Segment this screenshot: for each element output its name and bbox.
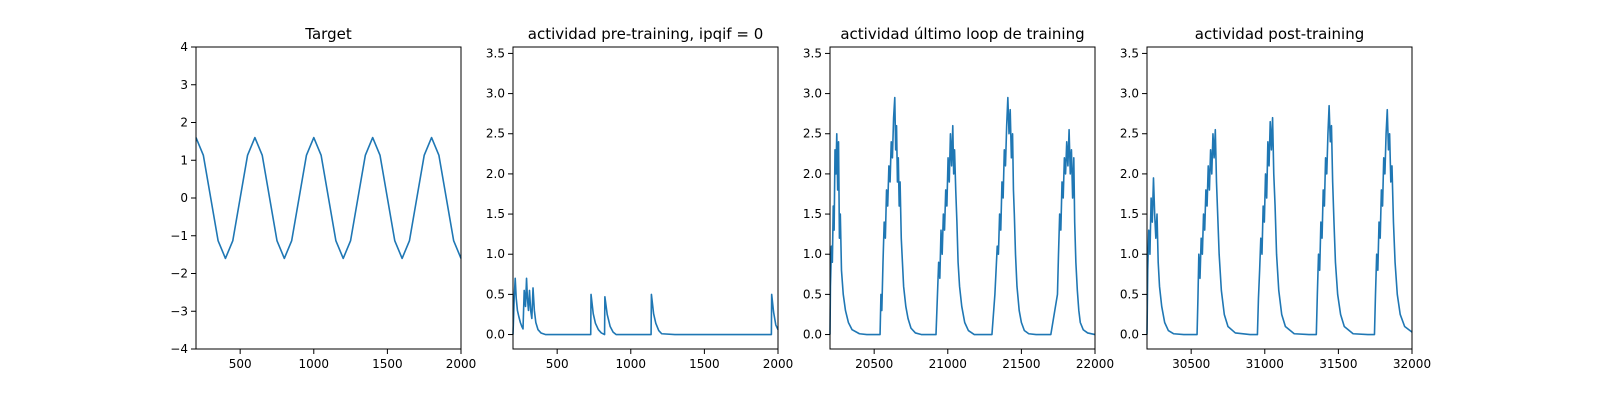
y-tick-label: −3 [170,304,188,318]
x-tick-label: 500 [546,357,569,371]
axes-frame [1146,46,1413,350]
y-tick-label: 2.5 [486,127,505,141]
y-tick-label: 1.5 [486,207,505,221]
x-tick-label: 1000 [299,357,330,371]
x-tick-label: 2000 [763,357,794,371]
y-tick-label: 3.0 [1120,87,1139,101]
y-tick-label: 1.0 [486,247,505,261]
subplot-1: Target 500 1000 1500 2000 −4 −3 −2 −1 0 1 2 3 4 [170,25,476,371]
x-tick-label: 1500 [689,357,720,371]
series-line-4-1 [1146,104,1413,336]
y-tick-label: 0.5 [1120,287,1139,301]
y-tick-label: 0.0 [803,328,822,342]
x-tick-label: 21000 [929,357,967,371]
y-tick-label: 0.0 [486,328,505,342]
y-tick-label: 2 [180,116,188,130]
y-tick-label: 3 [180,78,188,92]
subplot-4: actividad post-training 30500 31000 31500 32… [1120,25,1431,371]
chart-title: Target [304,25,352,43]
y-tick-label: 0 [180,191,188,205]
y-tick-label: 4 [180,40,188,54]
y-tick-label: −2 [170,267,188,281]
y-tick-label: 3.5 [486,46,505,60]
y-tick-label: −1 [170,229,188,243]
x-tick-label: 31500 [1319,357,1357,371]
x-tick-label: 31000 [1246,357,1284,371]
y-tick-label: 2.5 [803,127,822,141]
subplots: Target 500 1000 1500 2000 −4 −3 −2 −1 0 1 2 3 4 activi… [170,25,1431,371]
y-tick-label: 0.5 [803,287,822,301]
chart-title: actividad post-training [1195,25,1364,43]
x-tick-label: 32000 [1393,357,1431,371]
y-tick-label: 1.0 [803,247,822,261]
y-tick-label: 1.0 [1120,247,1139,261]
y-tick-label: 1 [180,153,188,167]
axes-frame [829,46,1096,350]
y-tick-label: 3.0 [486,87,505,101]
y-tick-label: 0.5 [486,287,505,301]
y-tick-label: 1.5 [1120,207,1139,221]
y-tick-label: 3.0 [803,87,822,101]
y-tick-label: 3.5 [803,46,822,60]
y-tick-label: −4 [170,342,188,356]
y-tick-label: 2.5 [1120,127,1139,141]
axes-frame [512,46,779,350]
series-line-3-1 [829,96,1096,336]
x-tick-label: 30500 [1172,357,1210,371]
series-line-2-1 [512,277,779,336]
chart-title: actividad pre-training, ipqif = 0 [528,25,764,43]
subplot-3: actividad último loop de training 20500 21… [803,25,1114,371]
subplot-2: actividad pre-training, ipqif = 0 500 1000… [486,25,793,371]
x-tick-label: 22000 [1076,357,1114,371]
x-tick-label: 20500 [855,357,893,371]
x-tick-label: 500 [229,357,252,371]
x-tick-label: 2000 [446,357,477,371]
y-tick-label: 3.5 [1120,46,1139,60]
y-tick-label: 1.5 [803,207,822,221]
x-tick-label: 1500 [372,357,403,371]
y-tick-label: 2.0 [486,167,505,181]
x-tick-label: 1000 [616,357,647,371]
series-line-1-1 [195,136,462,260]
y-tick-label: 2.0 [1120,167,1139,181]
x-tick-label: 21500 [1002,357,1040,371]
y-tick-label: 0.0 [1120,328,1139,342]
y-tick-label: 2.0 [803,167,822,181]
chart-title: actividad último loop de training [840,25,1084,43]
